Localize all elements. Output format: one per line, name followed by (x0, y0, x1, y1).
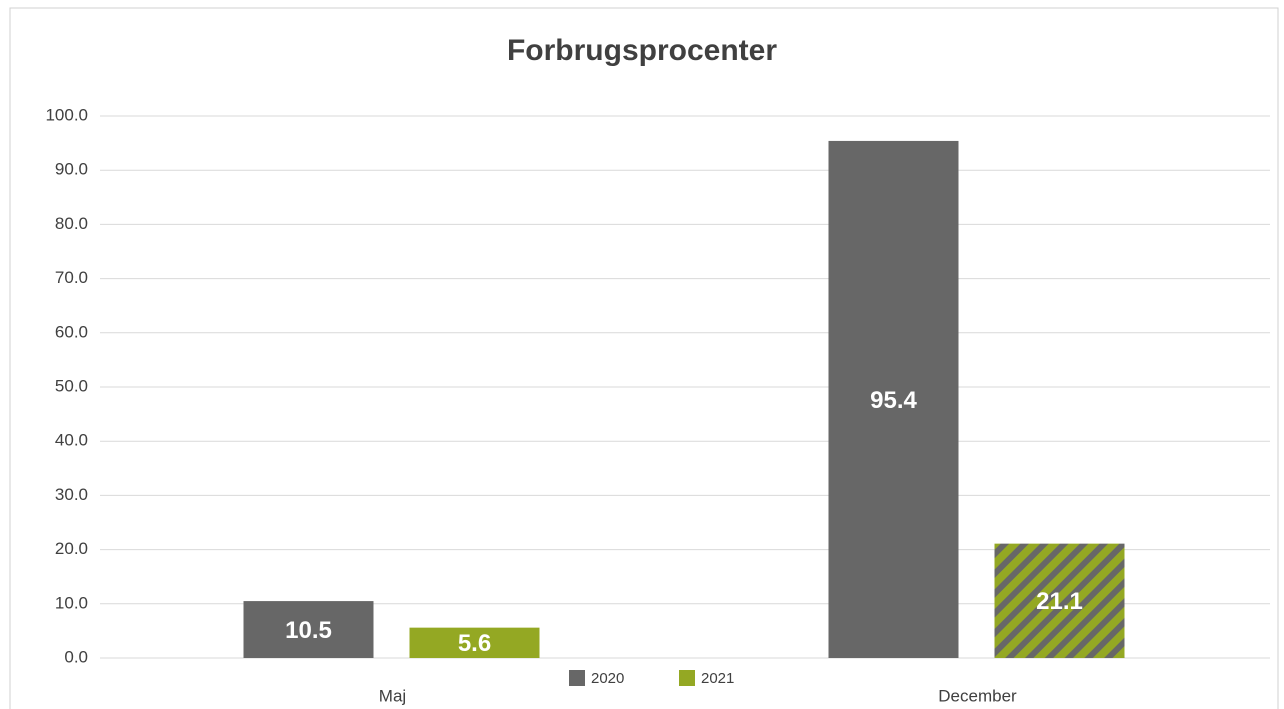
bar (828, 140, 959, 658)
y-tick-label: 60.0 (55, 322, 88, 341)
bar (994, 543, 1125, 658)
data-label: 5.6 (458, 630, 491, 657)
y-tick-label: 100.0 (45, 105, 88, 124)
y-tick-label: 90.0 (55, 160, 88, 179)
x-tick-label: December (938, 686, 1017, 705)
y-tick-label: 0.0 (64, 647, 88, 666)
x-tick-label: Maj (379, 686, 406, 705)
data-label: 10.5 (285, 617, 332, 644)
y-tick-label: 80.0 (55, 214, 88, 233)
legend-swatch (569, 670, 585, 686)
data-label: 21.1 (1036, 588, 1083, 615)
y-tick-label: 20.0 (55, 539, 88, 558)
data-label: 95.4 (870, 387, 917, 414)
y-tick-label: 70.0 (55, 268, 88, 287)
chart-title: Forbrugsprocenter (507, 34, 777, 67)
legend-swatch (679, 670, 695, 686)
y-tick-label: 10.0 (55, 593, 88, 612)
bar (409, 627, 540, 658)
y-tick-label: 50.0 (55, 376, 88, 395)
bar (243, 601, 374, 658)
y-tick-label: 40.0 (55, 431, 88, 450)
y-tick-label: 30.0 (55, 485, 88, 504)
legend-label: 2020 (591, 670, 624, 687)
legend-label: 2021 (701, 670, 734, 687)
